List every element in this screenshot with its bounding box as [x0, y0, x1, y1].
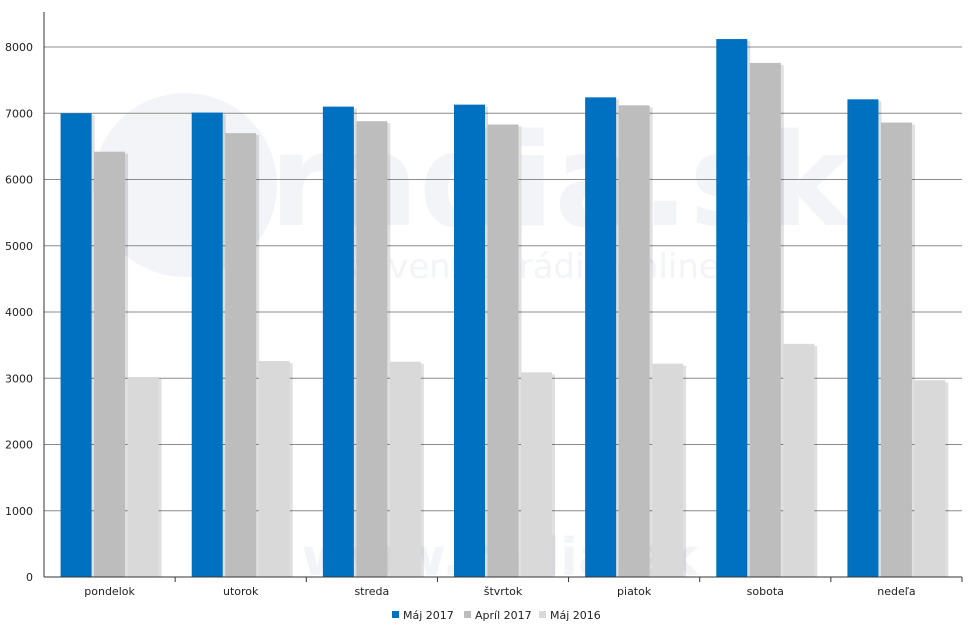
bar-2-2 — [389, 361, 421, 577]
legend-swatch — [392, 611, 399, 618]
y-tick-label: 2000 — [5, 439, 33, 452]
legend-label: Máj 2016 — [550, 609, 601, 622]
x-category-label: štvrtok — [484, 585, 523, 598]
bar-3-0 — [454, 104, 485, 577]
bar-6-1 — [880, 122, 912, 578]
x-category-label: streda — [354, 585, 389, 598]
bar-4-0 — [585, 97, 617, 577]
bar-6-2 — [914, 380, 946, 577]
bar-1-2 — [258, 361, 290, 577]
x-category-label: pondelok — [84, 585, 135, 598]
y-tick-label: 6000 — [5, 174, 33, 187]
legend-label: Apríl 2017 — [475, 609, 532, 622]
y-tick-label: 4000 — [5, 306, 33, 319]
x-category-label: sobota — [747, 585, 784, 598]
bar-0-0 — [60, 113, 92, 577]
bar-5-1 — [749, 62, 781, 577]
y-tick-label: 1000 — [5, 505, 33, 518]
bar-2-0 — [322, 106, 354, 577]
x-category-label: nedeľa — [877, 585, 915, 598]
axes: 0 1000 2000 3000 4000 5000 6000 7000 8000 pondelo… — [5, 12, 963, 598]
bar-4-2 — [652, 363, 684, 577]
watermark-tagline: slovenské rádiá online — [340, 247, 720, 287]
bar-5-2 — [783, 343, 815, 577]
bar-1-1 — [225, 133, 257, 577]
y-tick-label: 0 — [26, 571, 33, 584]
y-tick-label: 3000 — [5, 372, 33, 385]
bar-2-1 — [356, 121, 388, 577]
bar-0-1 — [94, 151, 126, 578]
legend-swatch — [539, 611, 546, 618]
legend-swatch — [464, 611, 471, 618]
x-category-label: utorok — [223, 585, 259, 598]
bar-6-0 — [847, 99, 879, 578]
bar-4-1 — [618, 105, 650, 578]
bar-5-0 — [716, 39, 748, 578]
legend: Máj 2017 Apríl 2017 Máj 2016 — [392, 609, 601, 622]
legend-label: Máj 2017 — [403, 609, 454, 622]
y-tick-label: 7000 — [5, 107, 33, 120]
bar-1-0 — [191, 112, 223, 578]
bar-3-1 — [487, 124, 519, 577]
bars — [60, 39, 949, 578]
x-category-label: piatok — [617, 585, 652, 598]
y-tick-label: 5000 — [5, 240, 33, 253]
bar-0-2 — [127, 376, 159, 577]
bar-3-2 — [521, 372, 552, 577]
y-tick-label: 8000 — [5, 41, 33, 54]
